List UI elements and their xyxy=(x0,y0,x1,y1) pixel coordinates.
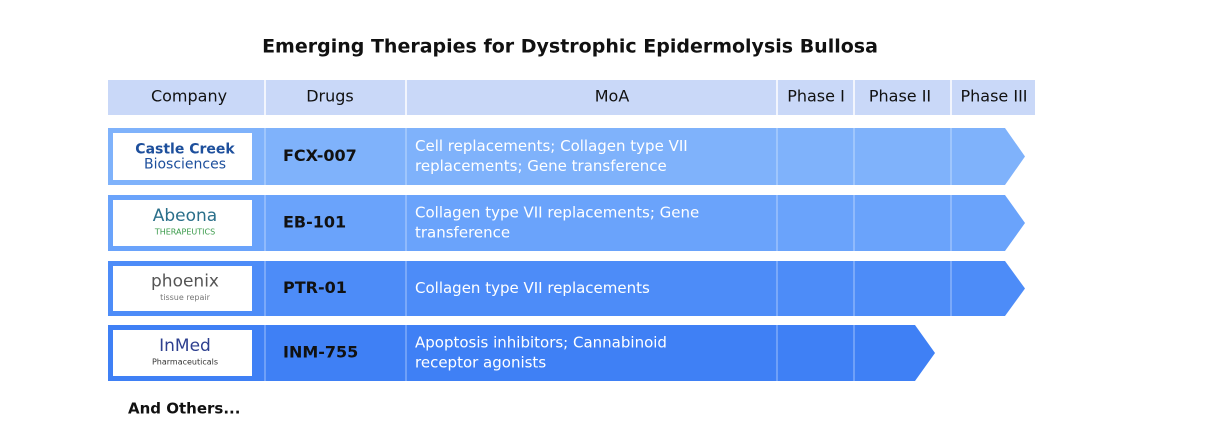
logo-subtext: Pharmaceuticals xyxy=(152,358,218,367)
drug: INM-755 xyxy=(283,343,358,362)
logo-box xyxy=(113,200,252,246)
logo-text: Abeona xyxy=(153,206,217,226)
header-cell: MoA xyxy=(595,87,630,106)
title: Emerging Therapies for Dystrophic Epider… xyxy=(262,36,878,58)
header-cell: Drugs xyxy=(306,87,354,106)
logo-text: InMed xyxy=(159,336,211,356)
moa: Cell replacements; Collagen type VII xyxy=(415,137,688,155)
moa: receptor agonists xyxy=(415,354,546,372)
row-arrow xyxy=(108,325,935,381)
header-bg xyxy=(108,80,1035,115)
drug: EB-101 xyxy=(283,213,346,232)
moa: Apoptosis inhibitors; Cannabinoid xyxy=(415,334,667,352)
header-cell: Phase II xyxy=(869,87,931,106)
logo-text: Castle Creek xyxy=(135,142,235,158)
footer: And Others... xyxy=(128,400,240,418)
header-cell: Phase I xyxy=(787,87,845,106)
logo-box xyxy=(113,330,252,376)
moa: Collagen type VII replacements xyxy=(415,279,650,297)
header-cell: Company xyxy=(151,87,227,106)
logo-box xyxy=(113,133,252,180)
row-arrow xyxy=(108,128,1025,185)
logo-text: phoenix xyxy=(151,272,219,292)
drug: FCX-007 xyxy=(283,146,357,165)
moa: Collagen type VII replacements; Gene xyxy=(415,204,699,222)
header-cell: Phase III xyxy=(960,87,1027,106)
logo-subtext: Biosciences xyxy=(144,157,226,173)
row-arrow xyxy=(108,195,1025,251)
logo-box xyxy=(113,266,252,311)
moa: transference xyxy=(415,224,510,242)
drug: PTR-01 xyxy=(283,278,347,297)
logo-subtext: tissue repair xyxy=(160,293,210,302)
row-arrow xyxy=(108,261,1025,316)
logo-subtext: THERAPEUTICS xyxy=(154,228,215,237)
moa: replacements; Gene transference xyxy=(415,157,667,175)
